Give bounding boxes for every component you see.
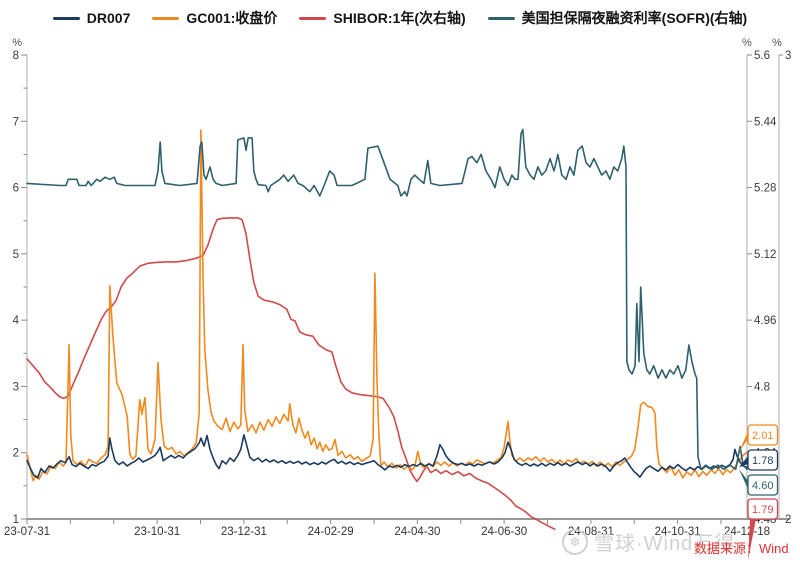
callout-value: 2.01 [752, 430, 773, 442]
svg-text:24-08-31: 24-08-31 [568, 526, 614, 538]
legend-label: 美国担保隔夜融资利率(SOFR)(右轴) [521, 10, 748, 26]
svg-text:24-02-29: 24-02-29 [308, 526, 354, 538]
callout-box [747, 424, 779, 446]
legend-swatch-icon [487, 16, 515, 20]
svg-text:1: 1 [13, 514, 19, 526]
svg-text:4: 4 [13, 315, 20, 327]
svg-text:23-10-31: 23-10-31 [134, 526, 180, 538]
callout-value: 4.60 [752, 480, 773, 492]
callout-box [747, 449, 779, 471]
svg-text:7: 7 [13, 116, 19, 128]
legend-item-0[interactable]: DR007 [52, 10, 131, 26]
svg-text:24-10-31: 24-10-31 [655, 526, 701, 538]
legend-item-1[interactable]: GC001:收盘价 [152, 8, 277, 28]
svg-text:2: 2 [785, 514, 791, 526]
legend-swatch-icon [52, 16, 80, 20]
callout-pointer [739, 469, 748, 489]
svg-text:24-04-30: 24-04-30 [394, 526, 440, 538]
legend-swatch-icon [152, 16, 180, 20]
svg-text:5.6: 5.6 [754, 50, 770, 62]
svg-text:%: % [742, 37, 752, 49]
callout-pointer [739, 456, 748, 468]
legend-label: SHIBOR:1年(次右轴) [333, 10, 466, 26]
callout-box [747, 474, 779, 496]
data-source-label: 数据来源：Wind [694, 541, 789, 556]
svg-text:%: % [12, 37, 22, 49]
callout-pointer [748, 519, 756, 560]
legend-swatch-icon [299, 16, 327, 20]
svg-text:24-06-30: 24-06-30 [481, 526, 527, 538]
svg-text:5.44: 5.44 [754, 116, 777, 128]
svg-text:6: 6 [13, 183, 19, 195]
svg-text:3: 3 [13, 381, 19, 393]
svg-text:5: 5 [13, 249, 19, 261]
axes [26, 55, 790, 520]
svg-text:%: % [772, 37, 782, 49]
svg-text:5.12: 5.12 [754, 249, 776, 261]
svg-text:3: 3 [785, 50, 791, 62]
legend-label: GC001:收盘价 [186, 10, 278, 26]
callout-box [747, 498, 779, 520]
svg-text:4.96: 4.96 [754, 315, 776, 327]
callout-value: 1.78 [752, 455, 773, 467]
callout-value: 1.79 [752, 504, 773, 516]
svg-text:23-07-31: 23-07-31 [4, 526, 50, 538]
legend-item-2[interactable]: SHIBOR:1年(次右轴) [299, 8, 466, 28]
svg-text:24-12-18: 24-12-18 [724, 526, 770, 538]
series-lines [26, 128, 748, 531]
svg-text:4.8: 4.8 [754, 381, 770, 393]
svg-text:23-12-31: 23-12-31 [221, 526, 267, 538]
series-line-0 [26, 217, 556, 531]
legend-label: DR007 [86, 10, 131, 26]
series-line-2 [26, 433, 748, 479]
callout-pointer [739, 431, 748, 453]
legend: DR007 GC001:收盘价 SHIBOR:1年(次右轴) 美国担保隔夜融资利率(S… [0, 8, 800, 28]
svg-text:2: 2 [13, 448, 19, 460]
series-line-3 [26, 128, 748, 471]
svg-text:5.28: 5.28 [754, 183, 776, 195]
end-value-callouts: 2.01 1.78 4.60 1.79 [739, 424, 779, 560]
series-line-1 [26, 129, 748, 482]
legend-item-3[interactable]: 美国担保隔夜融资利率(SOFR)(右轴) [487, 8, 748, 28]
svg-text:8: 8 [13, 50, 19, 62]
